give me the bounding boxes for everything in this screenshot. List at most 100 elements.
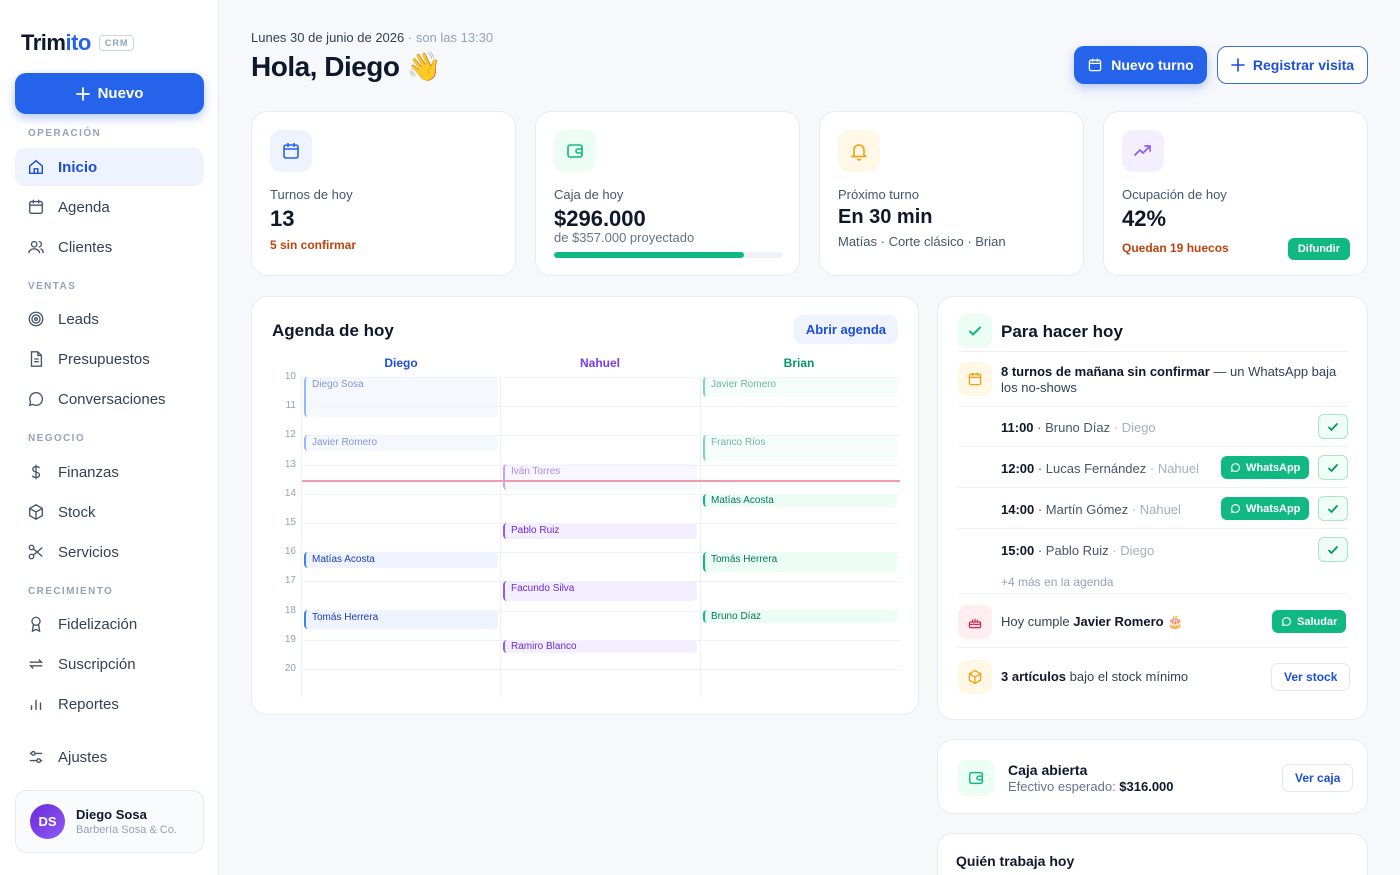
low-stock-text: 3 artículos bajo el stock mínimo [1001, 669, 1189, 684]
new-button[interactable]: Nuevo [15, 73, 204, 114]
sidebar-item-suscripcion[interactable]: Suscripción [15, 645, 204, 683]
sidebar-item-ajustes[interactable]: Ajustes [15, 738, 204, 776]
sidebar-item-inicio[interactable]: Inicio [15, 148, 204, 186]
hour-label: 12 [284, 429, 296, 441]
kpi-caja[interactable]: Caja de hoy $296.000 de $357.000 proyect… [535, 111, 800, 276]
agenda-event[interactable]: Pablo Ruiz [503, 523, 697, 539]
check-icon [1328, 463, 1338, 472]
column-diego: Diego [384, 356, 418, 370]
award-icon [31, 616, 41, 633]
difundir-button[interactable]: Difundir [1287, 238, 1350, 260]
kpi-sub: Quedan 19 huecos [1122, 241, 1229, 255]
users-icon [28, 240, 44, 254]
divider [958, 487, 1348, 488]
more-link[interactable]: +4 más en la agenda [1001, 575, 1114, 589]
register-visit-button[interactable]: Registrar visita [1217, 46, 1368, 84]
user-name: Diego Sosa [76, 807, 147, 822]
user-card[interactable]: DS Diego Sosa Barbería Sosa & Co. [15, 790, 204, 853]
birthday-text: Hoy cumple Javier Romero 🎂 [1001, 614, 1184, 629]
agenda-event[interactable]: Javier Romero [703, 377, 897, 397]
agenda-event[interactable]: Bruno Díaz [703, 610, 897, 623]
agenda-event[interactable]: Matías Acosta [703, 494, 897, 507]
view-cash-button[interactable]: Ver caja [1282, 764, 1354, 792]
current-time-line [302, 480, 900, 482]
brand-logo[interactable]: Trimito CRM [21, 30, 135, 56]
hour-line [302, 435, 900, 437]
sidebar-item-presupuestos[interactable]: Presupuestos [15, 340, 204, 378]
section-crecimiento: CRECIMIENTO [28, 586, 114, 597]
divider [958, 406, 1348, 407]
kpi-sub: 5 sin confirmar [270, 238, 357, 252]
divider [958, 528, 1348, 529]
trending-up-icon [1122, 130, 1164, 172]
sidebar-item-servicios[interactable]: Servicios [15, 533, 204, 571]
sidebar-item-reportes[interactable]: Reportes [15, 685, 204, 723]
confirm-check-button[interactable] [1318, 537, 1348, 562]
section-negocio: NEGOCIO [28, 433, 86, 444]
box-icon [958, 660, 992, 694]
view-stock-button[interactable]: Ver stock [1271, 663, 1351, 691]
date-line: Lunes 30 de junio de 2026 · son las 13:3… [251, 30, 493, 45]
kpi-turnos[interactable]: Turnos de hoy 13 5 sin confirmar [251, 111, 516, 276]
confirm-check-button[interactable] [1318, 496, 1348, 521]
sidebar-item-leads[interactable]: Leads [15, 300, 204, 338]
cash-title: Caja abierta [1008, 762, 1088, 778]
kpi-value: 42% [1122, 206, 1167, 231]
kpi-label: Ocupación de hoy [1122, 187, 1227, 202]
turn-row: 14:00 · Martín Gómez · Nahuel [1001, 502, 1181, 517]
hour-label: 16 [284, 546, 296, 558]
turn-row: 12:00 · Lucas Fernández · Nahuel [1001, 461, 1200, 476]
scissors-icon [28, 544, 43, 560]
sidebar-item-agenda[interactable]: Agenda [15, 188, 204, 226]
whatsapp-button[interactable]: WhatsApp [1221, 456, 1310, 479]
hour-label: 14 [284, 487, 296, 499]
sidebar-item-clientes[interactable]: Clientes [15, 228, 204, 266]
divider [958, 593, 1348, 594]
hour-line [302, 377, 900, 378]
chat-bubble-icon [28, 392, 44, 407]
agenda-event[interactable]: Tomás Herrera [703, 552, 897, 572]
whatsapp-button[interactable]: WhatsApp [1221, 497, 1310, 520]
kpi-value: $296.000 [554, 206, 646, 231]
agenda-event[interactable]: Ramiro Blanco [503, 640, 697, 653]
open-agenda-button[interactable]: Abrir agenda [793, 315, 898, 344]
agenda-event[interactable]: Facundo Silva [503, 581, 697, 601]
agenda-event[interactable]: Javier Romero [304, 435, 498, 451]
unconfirmed-alert: 8 turnos de mañana sin confirmar — un Wh… [1001, 364, 1337, 395]
target-icon [28, 311, 44, 327]
chat-bubble-icon [1230, 463, 1240, 473]
column-divider [700, 377, 701, 697]
sidebar-item-finanzas[interactable]: Finanzas [15, 453, 204, 491]
agenda-event[interactable]: Matías Acosta [304, 552, 498, 568]
cash-expected: Efectivo esperado: $316.000 [1008, 779, 1174, 794]
sidebar-item-stock[interactable]: Stock [15, 493, 204, 531]
turn-row: 15:00 · Pablo Ruiz · Diego [1001, 543, 1155, 558]
confirm-check-button[interactable] [1318, 455, 1348, 480]
repeat-icon [28, 659, 44, 669]
calendar-icon [1089, 58, 1102, 72]
agenda-event[interactable]: Franco Ríos [703, 435, 897, 461]
kpi-ocupacion[interactable]: Ocupación de hoy 42% Quedan 19 huecos Di… [1103, 111, 1368, 276]
document-icon [30, 351, 43, 367]
plus-icon [75, 86, 90, 101]
hour-label: 15 [284, 517, 296, 528]
saludar-button[interactable]: Saludar [1272, 610, 1347, 633]
todo-card: Para hacer hoy 8 turnos de mañana sin co… [937, 296, 1368, 720]
agenda-event[interactable]: Diego Sosa [304, 377, 498, 417]
staff-title: Quién trabaja hoy [956, 853, 1075, 869]
agenda-title: Agenda de hoy [272, 321, 394, 340]
kpi-sub: Matías · Corte clásico · Brian [838, 234, 1006, 249]
check-icon [1328, 422, 1338, 431]
column-divider [500, 377, 501, 697]
sidebar-item-fidelizacion[interactable]: Fidelización [15, 605, 204, 643]
kpi-label: Turnos de hoy [270, 187, 353, 202]
column-divider [301, 377, 302, 697]
agenda-event[interactable]: Iván Torres [503, 464, 697, 490]
agenda-event[interactable]: Tomás Herrera [304, 610, 498, 629]
new-appointment-button[interactable]: Nuevo turno [1074, 46, 1207, 84]
sidebar-item-conversaciones[interactable]: Conversaciones [15, 380, 204, 418]
confirm-check-button[interactable] [1318, 414, 1348, 439]
plus-icon [1231, 58, 1245, 72]
page-title: Hola, Diego 👋 [251, 51, 442, 82]
kpi-proximo[interactable]: Próximo turno En 30 min Matías · Corte c… [819, 111, 1084, 276]
